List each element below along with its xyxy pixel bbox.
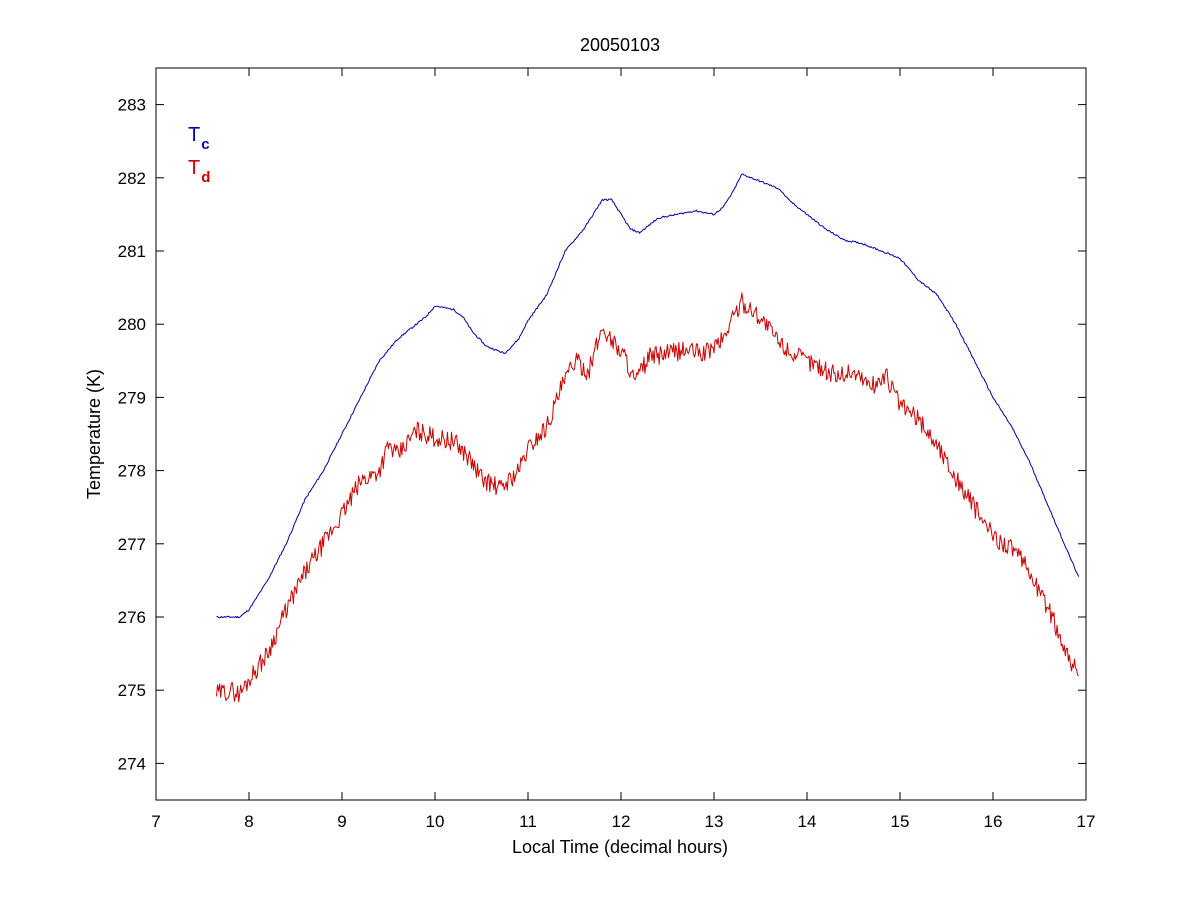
x-tick-label: 13 [705, 812, 724, 831]
x-tick-label: 15 [891, 812, 910, 831]
series-line-t-d [216, 292, 1079, 703]
series-line-t-c [216, 173, 1080, 619]
x-tick-label: 12 [612, 812, 631, 831]
x-tick-label: 14 [798, 812, 817, 831]
legend: Tc Td [188, 124, 210, 186]
x-tick-label: 16 [984, 812, 1003, 831]
y-tick-label: 274 [118, 754, 146, 773]
y-tick-label: 277 [118, 535, 146, 554]
tick-labels: 7 8 9 10 11 12 13 14 15 16 17 274 275 276 277 278 279 280… [118, 96, 1096, 831]
series-lines [216, 173, 1080, 703]
x-tick-label: 7 [151, 812, 160, 831]
y-tick-label: 283 [118, 96, 146, 115]
x-tick-label: 9 [337, 812, 346, 831]
axis-ticks [155, 68, 1087, 800]
x-axis-label: Local Time (decimal hours) [512, 837, 728, 857]
legend-entry-t-c: Tc [188, 124, 210, 153]
y-axis-label: Temperature (K) [84, 369, 104, 499]
x-tick-label: 10 [426, 812, 445, 831]
y-tick-label: 281 [118, 242, 146, 261]
x-tick-label: 17 [1077, 812, 1096, 831]
y-tick-label: 279 [118, 388, 146, 407]
x-tick-label: 11 [519, 812, 537, 831]
y-tick-label: 275 [118, 681, 146, 700]
x-tick-label: 8 [244, 812, 253, 831]
chart-title: 20050103 [580, 35, 660, 55]
plot-area [155, 67, 1087, 801]
legend-entry-t-d: Td [188, 157, 210, 186]
y-tick-label: 278 [118, 462, 146, 481]
y-tick-label: 282 [118, 169, 146, 188]
y-tick-label: 276 [118, 608, 146, 627]
y-tick-label: 280 [118, 315, 146, 334]
